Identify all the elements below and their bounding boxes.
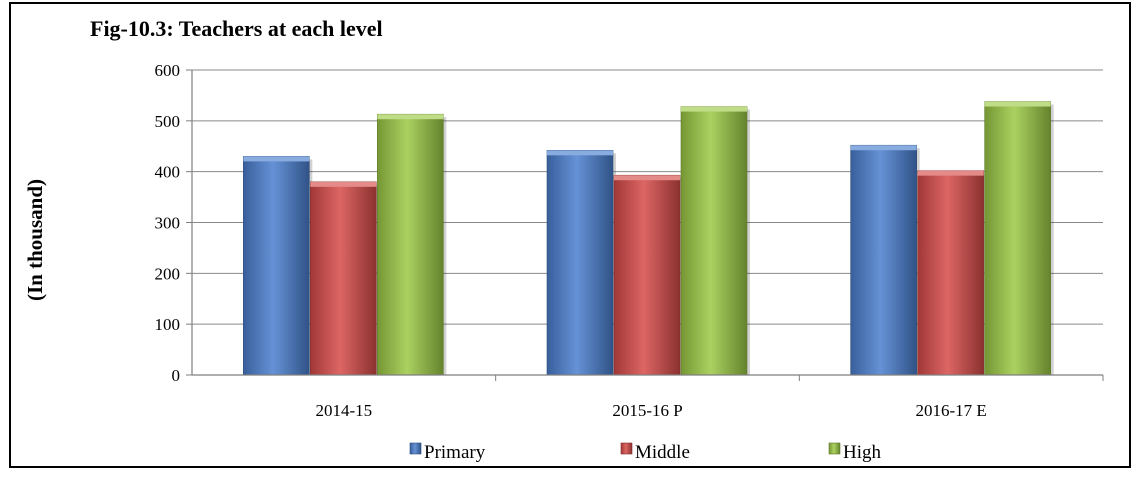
x-tick-label: 2016-17 E — [916, 401, 987, 420]
legend-item-primary: Primary — [409, 442, 486, 463]
axes — [186, 69, 1104, 381]
x-tick-label: 2014-15 — [315, 401, 372, 420]
bar-middle-2 — [613, 174, 683, 376]
chart-title: Fig-10.3: Teachers at each level — [90, 16, 383, 41]
y-tick-label: 200 — [155, 264, 181, 283]
legend-item-middle: Middle — [620, 442, 690, 463]
y-tick-label: 100 — [155, 315, 181, 334]
legend-swatch — [828, 442, 841, 455]
y-axis-label: (In thousand) — [23, 179, 47, 301]
legend-swatch — [409, 442, 422, 455]
y-tick-label: 0 — [172, 366, 181, 385]
bars — [243, 101, 1054, 376]
legend: Primary Middle High — [409, 442, 882, 463]
x-tick-label: 2015-16 P — [612, 401, 682, 420]
legend-item-high: High — [828, 442, 882, 463]
bar-primary-1 — [243, 156, 313, 376]
bar-high-2 — [680, 106, 750, 376]
bar-primary-3 — [850, 144, 920, 376]
x-tick-labels: 2014-15 2015-16 P 2016-17 E — [315, 401, 986, 420]
legend-label: Middle — [635, 442, 690, 463]
legend-label: High — [843, 442, 882, 463]
y-tick-label: 500 — [155, 112, 181, 131]
legend-swatch — [620, 442, 633, 455]
bar-middle-3 — [917, 170, 987, 376]
y-tick-labels: 0 100 200 300 400 500 600 — [155, 61, 181, 385]
y-tick-label: 400 — [155, 163, 181, 182]
bar-middle-1 — [310, 181, 380, 376]
y-tick-label: 600 — [155, 61, 181, 80]
bar-primary-2 — [546, 150, 616, 376]
legend-label: Primary — [424, 442, 486, 463]
y-tick-label: 300 — [155, 214, 181, 233]
bar-high-1 — [377, 113, 447, 376]
bar-high-3 — [984, 101, 1054, 376]
